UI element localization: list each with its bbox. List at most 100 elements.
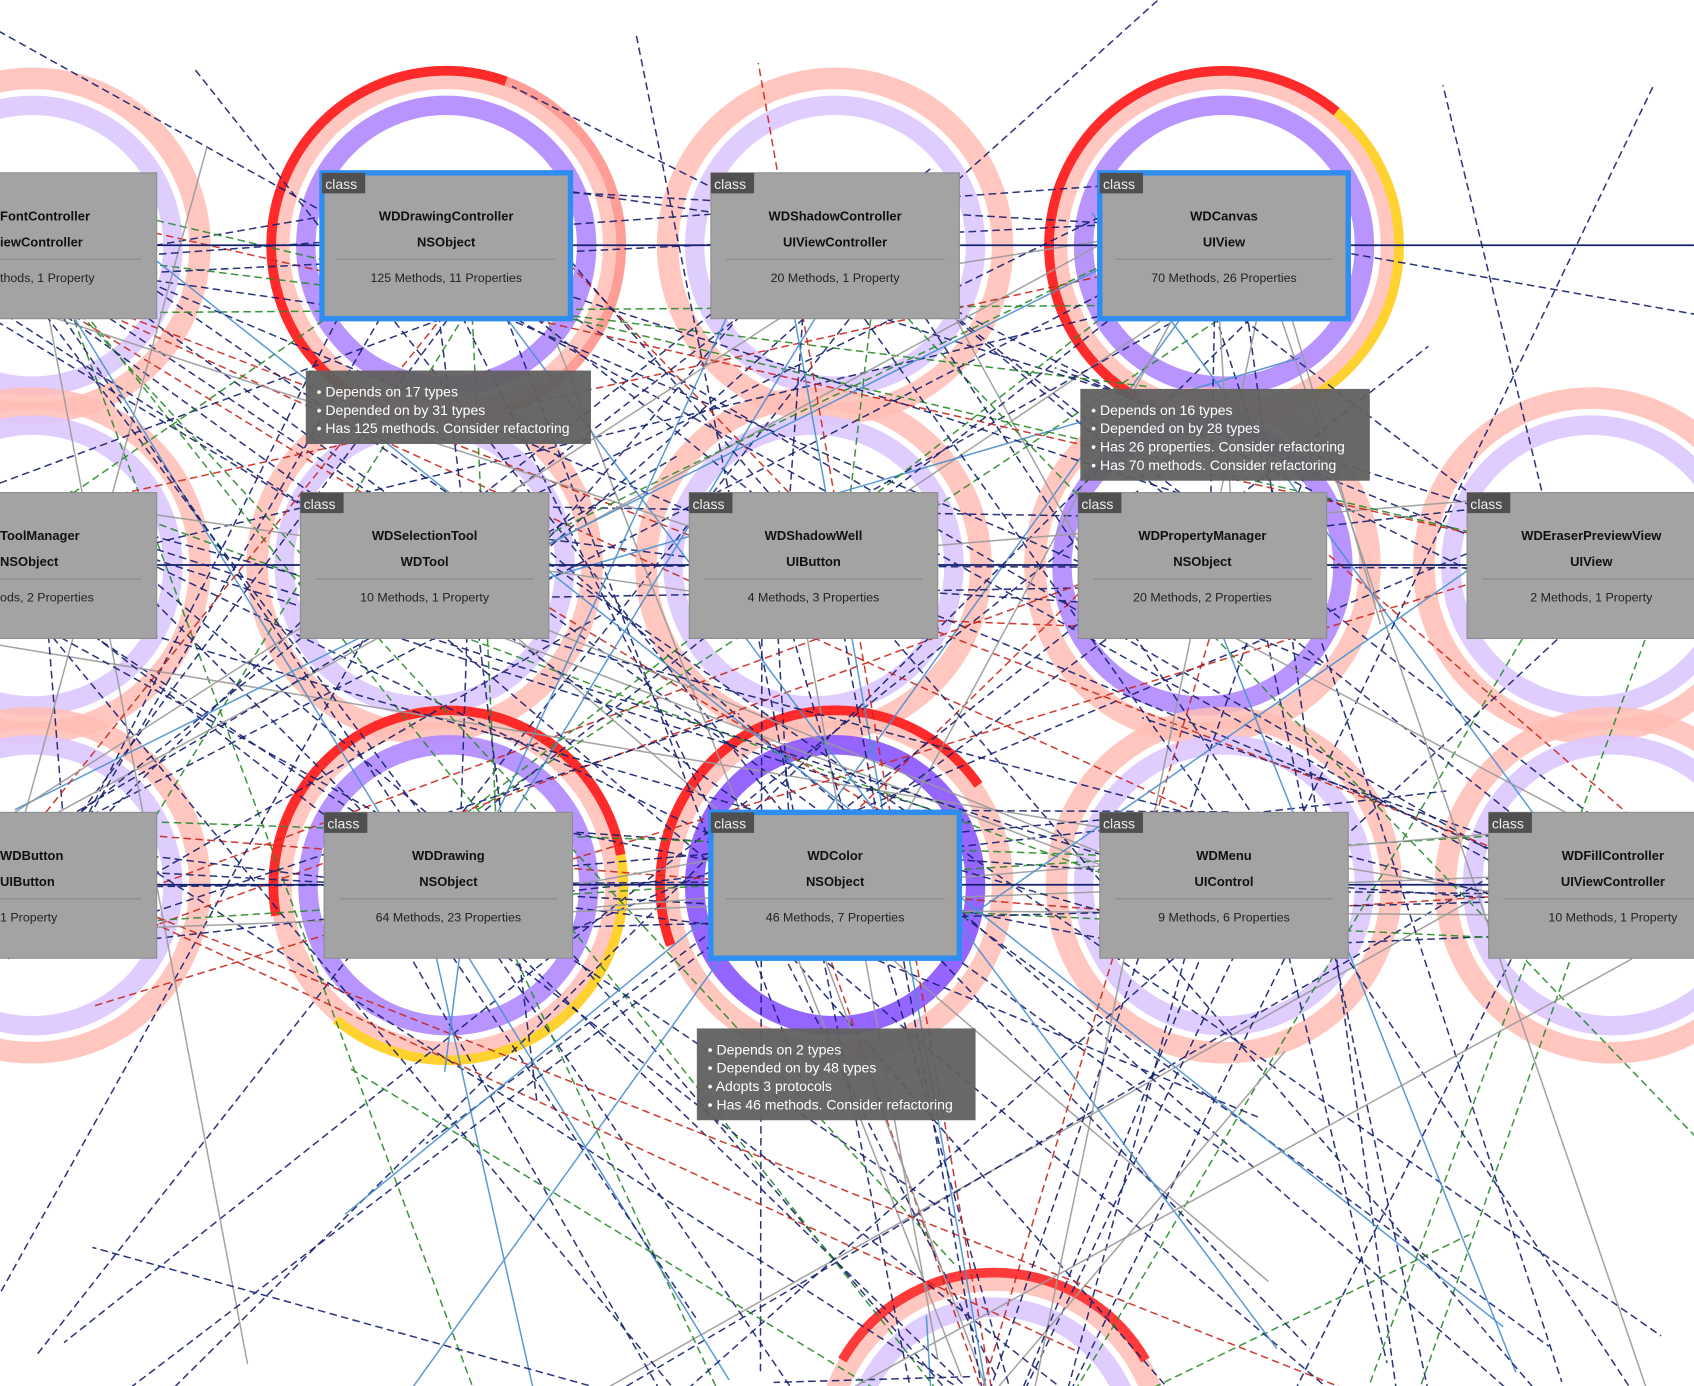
edge bbox=[24, 194, 249, 1365]
edge bbox=[53, 216, 1250, 279]
node-superclass: NSObject bbox=[417, 234, 476, 249]
node-tag-bg bbox=[1099, 812, 1143, 833]
edge bbox=[14, 206, 1224, 811]
edge bbox=[1186, 611, 1641, 853]
node-tag: class bbox=[325, 176, 357, 192]
edge bbox=[0, 297, 499, 484]
class-node[interactable]: WDMenu UIControl 9 Methods, 6 Properties cl… bbox=[1099, 811, 1349, 959]
edge bbox=[488, 244, 861, 855]
node-tag-bg bbox=[710, 812, 755, 833]
edge bbox=[608, 832, 1592, 1386]
edge bbox=[52, 272, 935, 1386]
edge bbox=[982, 599, 1223, 1386]
node-name: WDFillController bbox=[1562, 848, 1664, 863]
class-node[interactable]: FontController iewController thods, 1 Prop… bbox=[0, 172, 158, 320]
class-node[interactable]: WDDrawingController NSObject 125 Methods, … bbox=[319, 170, 574, 322]
node-box bbox=[688, 492, 939, 639]
node-box bbox=[0, 811, 158, 959]
edge bbox=[1442, 84, 1551, 526]
edge bbox=[0, 854, 1340, 1386]
node-tag: class bbox=[1103, 176, 1135, 192]
node-stats: thods, 1 Property bbox=[0, 271, 95, 285]
node-box bbox=[1077, 492, 1328, 639]
edge bbox=[60, 244, 1565, 881]
ring-arc bbox=[332, 854, 629, 1066]
edge bbox=[37, 309, 858, 1355]
edge bbox=[36, 219, 474, 1386]
class-node[interactable]: WDColor NSObject 46 Methods, 7 Properties c… bbox=[708, 809, 963, 961]
tooltip-line: • Depended on by 31 types bbox=[317, 402, 486, 418]
class-node[interactable]: WDShadowWell UIButton 4 Methods, 3 Propert… bbox=[688, 492, 939, 639]
edge bbox=[0, 31, 1595, 920]
tooltip-bg bbox=[696, 1028, 976, 1121]
edge bbox=[55, 605, 1060, 1386]
node-stats: 20 Methods, 1 Property bbox=[771, 271, 901, 285]
edge bbox=[819, 505, 983, 1386]
class-node[interactable]: WDFillController UIViewController 10 Metho… bbox=[1488, 811, 1694, 959]
node-tag: class bbox=[714, 176, 746, 192]
edge bbox=[998, 1050, 1286, 1386]
edge bbox=[0, 851, 1079, 1353]
edge bbox=[867, 252, 1209, 886]
node-tag-bg bbox=[321, 172, 366, 194]
ring-arc bbox=[1044, 65, 1340, 402]
node-box bbox=[0, 172, 158, 320]
tooltip-line: • Depends on 17 types bbox=[317, 383, 458, 399]
node-stats: ods, 2 Properties bbox=[0, 591, 94, 605]
edge bbox=[73, 238, 1267, 506]
node-stats: 64 Methods, 23 Properties bbox=[376, 910, 522, 924]
class-node[interactable]: WDShadowController UIViewController 20 Met… bbox=[710, 172, 960, 320]
node-name: WDMenu bbox=[1196, 848, 1251, 863]
node-box bbox=[1099, 811, 1349, 959]
edge bbox=[29, 619, 419, 837]
class-node[interactable]: WDPropertyManager NSObject 20 Methods, 2 P… bbox=[1077, 492, 1328, 639]
node-tag: class bbox=[304, 496, 336, 512]
node-box bbox=[710, 172, 960, 320]
node-superclass: UIButton bbox=[0, 874, 55, 889]
ring-arc bbox=[838, 1267, 1150, 1363]
edge bbox=[481, 824, 1651, 911]
edge bbox=[505, 937, 717, 1386]
edge bbox=[1248, 928, 1661, 948]
node-superclass: UIButton bbox=[786, 554, 841, 569]
node-stats: 2 Methods, 1 Property bbox=[1530, 591, 1653, 605]
node-superclass: WDTool bbox=[401, 554, 449, 569]
class-node[interactable]: WDSelectionTool WDTool 10 Methods, 1 Prope… bbox=[299, 492, 550, 639]
edge bbox=[131, 871, 808, 1386]
ring-arc bbox=[1309, 107, 1404, 402]
edge bbox=[9, 501, 1205, 889]
node-tag: class bbox=[1470, 496, 1502, 512]
edge bbox=[63, 490, 1139, 1344]
edge bbox=[481, 172, 806, 511]
node-box bbox=[1097, 170, 1351, 322]
node-superclass: NSObject bbox=[0, 554, 59, 569]
node-tag: class bbox=[327, 816, 359, 832]
edge bbox=[7, 613, 605, 960]
node-name: WDColor bbox=[807, 848, 862, 863]
node-name: WDCanvas bbox=[1190, 208, 1258, 223]
edge bbox=[0, 222, 1240, 864]
edge bbox=[486, 897, 1634, 931]
edge bbox=[174, 301, 1269, 1386]
node-superclass: NSObject bbox=[1173, 554, 1232, 569]
class-node[interactable]: WDEraserPreviewView UIView 2 Methods, 1 Pr… bbox=[1466, 492, 1694, 639]
tooltip: • Depends on 16 types • Depended on by 28… bbox=[1080, 388, 1370, 481]
edge bbox=[1154, 1233, 1470, 1386]
class-node[interactable]: WDCanvas UIView 70 Methods, 26 Properties c… bbox=[1097, 170, 1351, 322]
node-tag: class bbox=[1081, 496, 1113, 512]
ring-arc bbox=[266, 65, 508, 402]
node-box bbox=[1466, 492, 1694, 639]
node-tag: class bbox=[1103, 816, 1135, 832]
class-node[interactable]: WDDrawing NSObject 64 Methods, 23 Properti… bbox=[323, 811, 574, 959]
class-node[interactable]: ToolManager NSObject ods, 2 Properties bbox=[0, 492, 158, 639]
edge bbox=[511, 85, 1567, 621]
tooltip-line: • Has 26 properties. Consider refactorin… bbox=[1091, 439, 1345, 455]
edge bbox=[92, 1246, 594, 1386]
node-tag: class bbox=[1492, 816, 1524, 832]
class-node[interactable]: WDButton UIButton 1 Property bbox=[0, 811, 158, 959]
edge bbox=[46, 301, 1241, 1164]
node-stats: 20 Methods, 2 Properties bbox=[1133, 591, 1272, 605]
edge bbox=[1141, 717, 1662, 896]
node-stats: 1 Property bbox=[0, 910, 58, 924]
